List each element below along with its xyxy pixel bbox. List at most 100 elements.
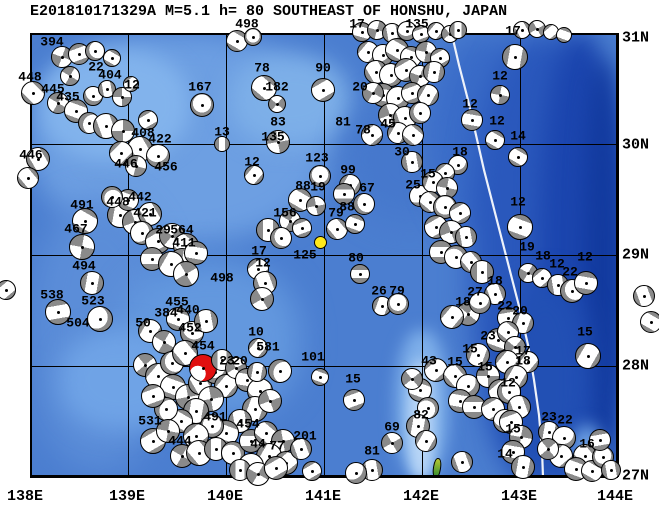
depth-label: 18 bbox=[515, 353, 531, 369]
depth-label: 435 bbox=[56, 89, 80, 105]
focal-mechanism-beachball bbox=[361, 124, 383, 146]
focal-mechanism-beachball bbox=[309, 165, 331, 187]
beachball-center-dot bbox=[388, 113, 392, 117]
beachball-center-dot bbox=[454, 255, 458, 259]
depth-label: 101 bbox=[301, 349, 325, 365]
depth-label: 16 bbox=[579, 436, 595, 452]
beachball-center-dot bbox=[104, 124, 108, 128]
focal-mechanism-beachball bbox=[268, 95, 286, 113]
beachball-center-dot bbox=[396, 302, 400, 306]
beachball-center-dot bbox=[403, 116, 407, 120]
depth-label: 454 bbox=[191, 338, 215, 354]
beachball-center-dot bbox=[410, 91, 414, 95]
beachball-center-dot bbox=[438, 56, 442, 60]
depth-label: 44 bbox=[250, 436, 266, 452]
beachball-center-dot bbox=[220, 358, 224, 362]
depth-label: 80 bbox=[348, 250, 364, 266]
beachball-center-dot bbox=[370, 133, 374, 137]
longitude-label: 141E bbox=[304, 488, 342, 505]
depth-label: 538 bbox=[40, 287, 64, 303]
depth-label: 15 bbox=[477, 359, 493, 375]
beachball-center-dot bbox=[91, 94, 95, 98]
beachball-center-dot bbox=[119, 151, 123, 155]
beachball-center-dot bbox=[148, 212, 152, 216]
depth-label: 13 bbox=[214, 124, 230, 140]
beachball-center-dot bbox=[245, 378, 249, 382]
longitude-label: 142E bbox=[402, 488, 440, 505]
beachball-center-dot bbox=[274, 466, 278, 470]
beachball-center-dot bbox=[36, 157, 40, 161]
beachball-center-dot bbox=[194, 251, 198, 255]
focal-mechanism-beachball bbox=[502, 44, 528, 70]
beachball-center-dot bbox=[409, 55, 413, 59]
beachball-center-dot bbox=[535, 27, 539, 31]
beachball-center-dot bbox=[299, 447, 303, 451]
beachball-center-dot bbox=[170, 234, 174, 238]
beachball-center-dot bbox=[411, 133, 415, 137]
depth-label: 69 bbox=[384, 419, 400, 435]
beachball-center-dot bbox=[416, 424, 420, 428]
beachball-center-dot bbox=[260, 297, 264, 301]
depth-label: 45 bbox=[380, 116, 396, 132]
beachball-center-dot bbox=[256, 346, 260, 350]
depth-label: 581 bbox=[256, 339, 280, 355]
beachball-center-dot bbox=[179, 419, 183, 423]
latitude-label: 29N bbox=[622, 246, 650, 264]
beachball-center-dot bbox=[253, 407, 257, 411]
yellow-epicenter-marker bbox=[313, 235, 327, 249]
focal-mechanism-beachball bbox=[353, 193, 375, 215]
focal-mechanism-beachball bbox=[350, 264, 370, 284]
focal-mechanism-beachball bbox=[125, 155, 147, 177]
depth-label: 18 bbox=[487, 273, 503, 289]
depth-label: 26 bbox=[371, 283, 387, 299]
beachball-center-dot bbox=[134, 164, 138, 168]
beachball-center-dot bbox=[300, 226, 304, 230]
beachball-center-dot bbox=[156, 154, 160, 158]
beachball-center-dot bbox=[586, 354, 590, 358]
depth-label: 15 bbox=[505, 421, 521, 437]
focal-mechanism-beachball bbox=[87, 306, 113, 332]
beachball-center-dot bbox=[267, 454, 271, 458]
beachball-center-dot bbox=[506, 330, 510, 334]
beachball-center-dot bbox=[353, 222, 357, 226]
beachball-center-dot bbox=[335, 227, 339, 231]
focal-mechanism-beachball bbox=[258, 389, 282, 413]
beachball-center-dot bbox=[507, 390, 511, 394]
depth-label: 50 bbox=[135, 315, 151, 331]
focal-mechanism-beachball bbox=[112, 87, 132, 107]
beachball-center-dot bbox=[238, 419, 242, 423]
beachball-center-dot bbox=[68, 74, 72, 78]
depth-label: 135 bbox=[261, 129, 285, 145]
beachball-center-dot bbox=[176, 317, 180, 321]
bathymetry-patch bbox=[230, 55, 350, 145]
beachball-center-dot bbox=[486, 374, 490, 378]
depth-label: 10 bbox=[248, 324, 264, 340]
parallel-gridline bbox=[30, 477, 618, 478]
beachball-center-dot bbox=[186, 395, 190, 399]
beachball-center-dot bbox=[262, 86, 266, 90]
beachball-center-dot bbox=[266, 228, 270, 232]
depth-label: 12 bbox=[462, 96, 478, 112]
beachball-center-dot bbox=[256, 267, 260, 271]
beachball-center-dot bbox=[204, 319, 208, 323]
focal-mechanism-beachball bbox=[45, 299, 71, 325]
focal-mechanism-beachball bbox=[449, 21, 467, 39]
beachball-center-dot bbox=[609, 468, 613, 472]
beachball-center-dot bbox=[151, 394, 155, 398]
focal-mechanism-beachball bbox=[190, 93, 214, 117]
focal-mechanism-beachball bbox=[423, 61, 445, 83]
depth-label: 12 bbox=[492, 68, 508, 84]
beachball-center-dot bbox=[478, 301, 482, 305]
depth-label: 23 bbox=[480, 328, 496, 344]
beachball-center-dot bbox=[138, 147, 142, 151]
beachball-center-dot bbox=[256, 472, 260, 476]
beachball-center-dot bbox=[209, 397, 213, 401]
depth-label: 78 bbox=[254, 60, 270, 76]
depth-label: 123 bbox=[305, 150, 329, 166]
focal-mechanism-beachball bbox=[172, 340, 198, 366]
beachball-center-dot bbox=[264, 431, 268, 435]
focal-mechanism-beachball bbox=[244, 28, 262, 46]
depth-label: 12 bbox=[510, 194, 526, 210]
beachball-center-dot bbox=[143, 363, 147, 367]
